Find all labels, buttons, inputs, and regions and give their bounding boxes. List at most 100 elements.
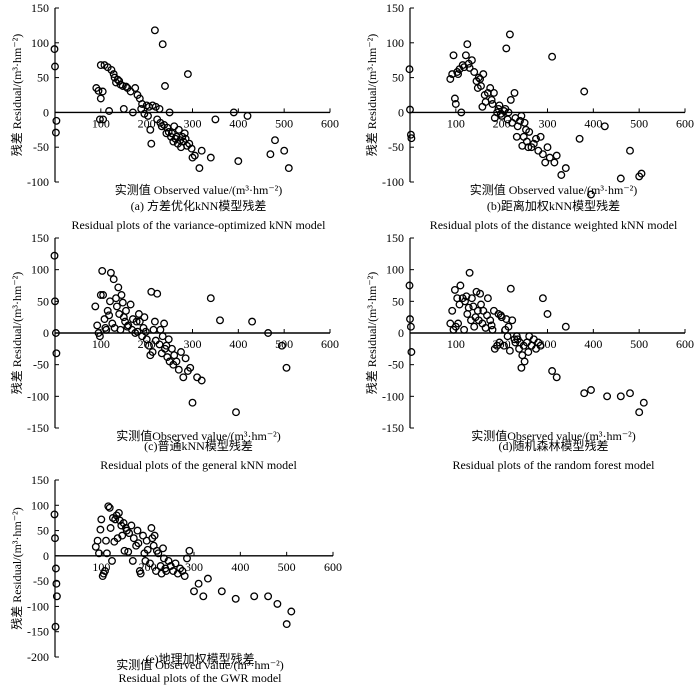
data-point bbox=[216, 316, 224, 325]
data-point bbox=[181, 134, 190, 143]
data-point bbox=[505, 346, 514, 355]
data-point bbox=[51, 622, 60, 631]
y-tick-label: 0 bbox=[43, 549, 49, 563]
data-point bbox=[122, 526, 131, 535]
data-point bbox=[195, 164, 204, 173]
data-point bbox=[96, 61, 105, 70]
data-point bbox=[548, 52, 557, 61]
data-point bbox=[587, 386, 595, 394]
data-point bbox=[118, 298, 127, 307]
data-point bbox=[122, 82, 130, 91]
data-point bbox=[280, 146, 289, 155]
x-tick-label: 100 bbox=[92, 337, 110, 351]
data-point bbox=[125, 529, 134, 538]
x-tick-label: 300 bbox=[184, 116, 202, 130]
data-point bbox=[557, 171, 566, 179]
data-point bbox=[51, 297, 59, 306]
data-point bbox=[95, 115, 104, 124]
data-point bbox=[98, 266, 107, 275]
y-axis-label: 残差 Residual/(m³·hm⁻²) bbox=[365, 272, 379, 395]
y-tick-label: 50 bbox=[392, 294, 404, 308]
data-point bbox=[160, 319, 169, 328]
data-point bbox=[133, 327, 142, 336]
data-point bbox=[190, 151, 199, 160]
data-point bbox=[512, 132, 521, 141]
data-point bbox=[105, 503, 114, 512]
data-point bbox=[250, 592, 259, 601]
y-tick-label: 50 bbox=[392, 71, 404, 85]
data-point bbox=[187, 144, 196, 153]
data-point bbox=[147, 524, 156, 532]
x-tick-label: 500 bbox=[630, 337, 648, 351]
data-point bbox=[114, 508, 123, 517]
data-point bbox=[488, 100, 497, 108]
data-point bbox=[156, 325, 165, 334]
data-point bbox=[449, 51, 458, 60]
data-point bbox=[487, 321, 496, 330]
data-point bbox=[503, 332, 512, 341]
data-point bbox=[264, 329, 273, 337]
data-point bbox=[626, 146, 634, 155]
x-tick-label: 400 bbox=[229, 116, 247, 130]
data-point bbox=[101, 567, 109, 575]
data-point bbox=[122, 306, 130, 315]
data-point bbox=[163, 353, 172, 362]
data-point bbox=[502, 44, 511, 53]
data-point bbox=[136, 569, 145, 578]
data-point bbox=[98, 87, 107, 96]
data-point bbox=[561, 164, 570, 173]
data-point bbox=[139, 531, 147, 540]
data-point bbox=[580, 389, 589, 398]
data-point bbox=[96, 291, 105, 299]
y-axis-label: 残差 Residual/(m³·hm⁻²) bbox=[10, 34, 24, 157]
data-point bbox=[616, 174, 625, 183]
data-point bbox=[50, 45, 59, 54]
data-point bbox=[405, 65, 414, 74]
data-point bbox=[500, 341, 508, 350]
data-point bbox=[167, 344, 176, 353]
data-point bbox=[519, 132, 528, 141]
data-point bbox=[524, 143, 533, 152]
data-point bbox=[536, 132, 545, 141]
data-point bbox=[100, 315, 109, 324]
data-point bbox=[150, 317, 159, 326]
data-point bbox=[147, 139, 156, 148]
data-point bbox=[51, 564, 60, 573]
x-tick-label: 600 bbox=[324, 560, 342, 574]
data-point bbox=[550, 158, 559, 167]
data-point bbox=[102, 536, 110, 545]
data-point bbox=[476, 289, 485, 298]
y-tick-label: -100 bbox=[27, 175, 49, 189]
data-point bbox=[111, 515, 120, 524]
data-point bbox=[211, 115, 220, 124]
y-tick-label: -50 bbox=[33, 140, 49, 154]
data-point bbox=[174, 365, 183, 374]
data-point bbox=[517, 111, 526, 120]
data-point bbox=[150, 26, 159, 35]
y-tick-label: -100 bbox=[27, 389, 49, 403]
data-point bbox=[463, 40, 472, 49]
data-point bbox=[128, 108, 137, 117]
data-point bbox=[96, 525, 105, 534]
data-point bbox=[91, 302, 100, 311]
data-point bbox=[172, 357, 181, 366]
data-point bbox=[510, 88, 519, 97]
data-point bbox=[529, 139, 538, 148]
caption-zh: (a) 方差优化kNN模型残差 bbox=[131, 198, 267, 213]
data-point bbox=[51, 128, 60, 137]
data-point bbox=[405, 281, 414, 290]
data-point bbox=[118, 82, 127, 90]
data-point bbox=[108, 556, 116, 565]
data-point bbox=[504, 322, 513, 331]
data-point bbox=[183, 70, 192, 79]
data-point bbox=[132, 317, 141, 326]
data-point bbox=[145, 341, 153, 350]
data-point bbox=[52, 349, 61, 358]
data-point bbox=[97, 515, 106, 524]
x-tick-label: 100 bbox=[447, 116, 465, 130]
data-point bbox=[134, 539, 143, 548]
data-point bbox=[635, 408, 644, 417]
y-tick-label: 100 bbox=[386, 263, 404, 277]
